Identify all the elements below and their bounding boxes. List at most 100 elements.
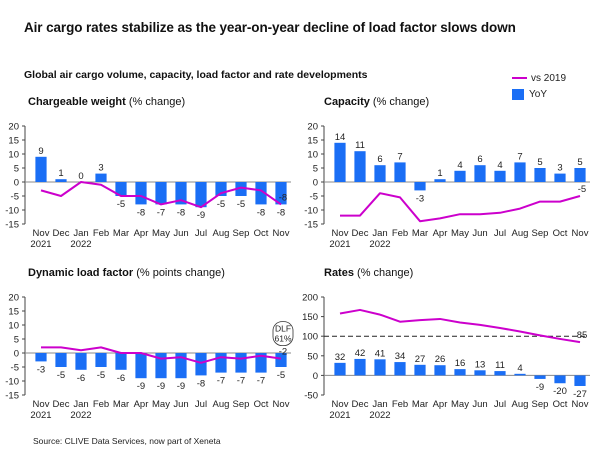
bar [454,170,466,182]
bar [195,182,207,208]
bar [75,353,87,370]
bar-value-label: 16 [455,358,466,369]
y-tick-label: 20 [8,122,19,133]
bar [334,362,346,376]
y-tick-label: -10 [304,206,318,217]
dlf-callout-bubble [272,321,294,347]
bar [434,179,446,182]
bar-value-label: -27 [573,389,587,400]
bar-value-label: -5 [97,370,105,381]
x-tick-label: May [451,399,469,410]
bar-value-label: 4 [497,160,502,171]
x-tick-label: Jun [173,228,188,239]
x-tick-label: Oct [254,399,269,410]
y-tick-label: 0 [14,349,19,360]
y-tick-label: 5 [313,164,318,175]
line-end-label: -5 [578,184,586,195]
bar [534,168,546,182]
x-tick-label: Dec [352,228,369,239]
source-note: Source: CLIVE Data Services, now part of… [33,436,221,446]
x-tick-label: Apr [134,228,149,239]
bar-value-label: -5 [57,370,65,381]
bar-value-label: -7 [237,376,245,387]
bar-value-label: -6 [117,373,125,384]
panel-title-unit: (% points change) [133,267,225,279]
bar [394,362,406,376]
bar [275,182,287,205]
x-tick-label: Aug [512,399,529,410]
x-tick-label: Sep [532,399,549,410]
bar-value-label: -8 [177,207,185,218]
bar [354,151,366,182]
x-tick-label: Jul [494,399,506,410]
bar [354,358,366,376]
bar-value-label: -9 [177,381,185,392]
x-tick-label: Nov [332,399,349,410]
bar-value-label: 1 [437,168,442,179]
bar [55,179,67,182]
legend-bar-swatch [512,88,524,100]
panel-title-unit: (% change) [369,96,430,108]
legend-item-vs2019: vs 2019 [512,70,566,86]
x-tick-label: May [451,228,469,239]
main-title: Air cargo rates stabilize as the year-on… [24,20,516,35]
bar [235,353,247,373]
bar [35,353,47,362]
x-tick-label: Sep [233,399,250,410]
bar-value-label: 41 [375,348,386,359]
x-tick-label: Feb [93,228,109,239]
x-tick-label: Oct [553,228,568,239]
x-tick-year-label: 2022 [70,239,91,250]
bar [454,369,466,376]
x-tick-label: Apr [433,228,448,239]
x-tick-label: Jul [195,399,207,410]
legend: vs 2019 YoY [512,70,566,102]
bar-value-label: 9 [38,146,43,157]
x-tick-label: Jan [372,399,387,410]
x-tick-label: Feb [93,399,109,410]
line-series-vs-2019 [339,308,581,344]
bar [115,353,127,370]
y-tick-label: 5 [14,335,19,346]
y-tick-label: -5 [11,192,19,203]
bar [95,173,107,182]
x-tick-label: Dec [352,399,369,410]
x-tick-label: Apr [134,399,149,410]
x-tick-label: Nov [332,228,349,239]
line-end-label: -2 [279,347,287,358]
y-tick-label: -10 [5,377,19,388]
bar [434,365,446,376]
legend-item-yoy: YoY [512,86,566,102]
bar [374,165,386,182]
x-tick-label: May [152,228,170,239]
y-tick-label: 10 [307,150,318,161]
bar [195,353,207,376]
y-tick-label: 0 [313,178,318,189]
x-tick-year-label: 2021 [30,239,51,250]
bar [554,173,566,182]
x-tick-label: Jan [73,399,88,410]
bar-value-label: -8 [137,207,145,218]
bar [235,182,247,196]
bar [474,370,486,376]
bar-value-label: 11 [355,140,365,151]
line-end-label: -8 [279,192,287,203]
x-tick-year-label: 2022 [70,410,91,421]
bar [135,353,147,379]
x-tick-label: Nov [33,399,50,410]
x-tick-label: Aug [213,228,230,239]
bar-value-label: -5 [117,199,125,210]
bar [474,165,486,182]
panel-title-bold: Dynamic load factor [28,267,134,279]
y-tick-label: 150 [302,312,318,323]
x-tick-label: Dec [53,228,70,239]
bar [414,182,426,191]
bar-value-label: 13 [475,359,486,370]
x-tick-label: Nov [572,399,589,410]
bar [494,371,506,376]
legend-line-label: vs 2019 [531,72,567,84]
y-tick-label: 0 [313,371,318,382]
bar-value-label: 6 [377,154,382,165]
bar-value-label: 3 [98,163,103,174]
subtitle: Global air cargo volume, capacity, load … [24,69,368,81]
